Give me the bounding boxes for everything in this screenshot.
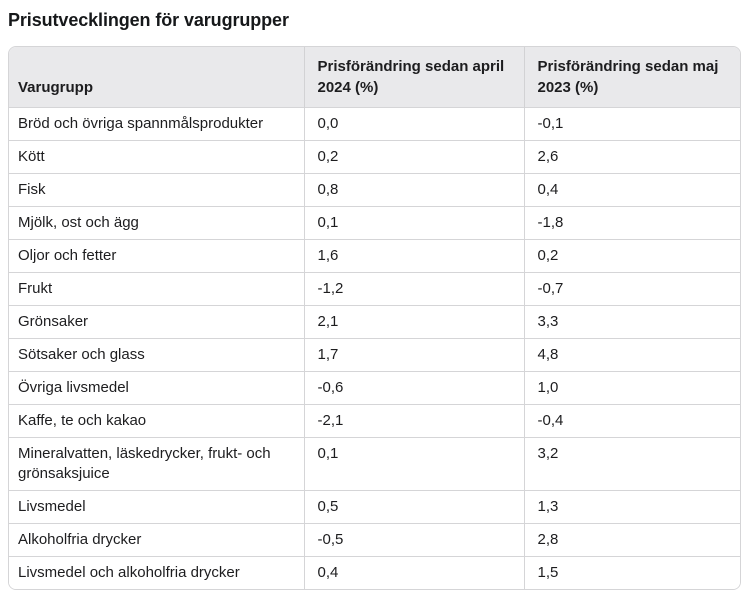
- cell-sedan-maj-2023: -0,4: [523, 404, 740, 438]
- cell-sedan-maj-2023: -0,1: [523, 107, 740, 141]
- cell-sedan-maj-2023: 0,4: [523, 173, 740, 207]
- cell-sedan-maj-2023: 2,6: [523, 140, 740, 174]
- cell-sedan-maj-2023: -1,8: [523, 206, 740, 240]
- cell-sedan-maj-2023: -0,7: [523, 272, 740, 306]
- cell-sedan-maj-2023: 1,5: [523, 556, 740, 589]
- cell-sedan-maj-2023: 3,2: [523, 437, 740, 491]
- cell-sedan-maj-2023: 0,2: [523, 239, 740, 273]
- table-body: Bröd och övriga spannmålsprodukter 0,0 -0,…: [9, 107, 740, 589]
- cell-sedan-april-2024: 0,8: [303, 173, 524, 207]
- table-row: Övriga livsmedel -0,6 1,0: [9, 371, 740, 405]
- cell-varugrupp: Livsmedel och alkoholfria drycker: [9, 556, 304, 589]
- cell-sedan-april-2024: -0,6: [303, 371, 524, 405]
- column-header-sedan-maj-2023: Prisförändring sedan maj 2023 (%): [523, 47, 740, 108]
- cell-sedan-maj-2023: 3,3: [523, 305, 740, 339]
- column-header-sedan-april-2024: Prisförändring sedan april 2024 (%): [303, 47, 524, 108]
- cell-sedan-april-2024: -1,2: [303, 272, 524, 306]
- cell-sedan-maj-2023: 2,8: [523, 523, 740, 557]
- cell-varugrupp: Fisk: [9, 173, 304, 207]
- table-row: Kött 0,2 2,6: [9, 140, 740, 174]
- cell-varugrupp: Mineralvatten, läskedrycker, frukt- och …: [9, 437, 304, 491]
- cell-varugrupp: Kaffe, te och kakao: [9, 404, 304, 438]
- cell-sedan-april-2024: 0,1: [303, 206, 524, 240]
- table-row: Bröd och övriga spannmålsprodukter 0,0 -0,…: [9, 107, 740, 141]
- cell-sedan-maj-2023: 1,0: [523, 371, 740, 405]
- cell-sedan-april-2024: 0,5: [303, 490, 524, 524]
- cell-sedan-april-2024: -0,5: [303, 523, 524, 557]
- cell-sedan-april-2024: 0,0: [303, 107, 524, 141]
- column-header-varugrupp: Varugrupp: [9, 47, 304, 108]
- cell-varugrupp: Oljor och fetter: [9, 239, 304, 273]
- cell-sedan-april-2024: 1,7: [303, 338, 524, 372]
- table-row: Grönsaker 2,1 3,3: [9, 305, 740, 339]
- cell-varugrupp: Grönsaker: [9, 305, 304, 339]
- table-row: Fisk 0,8 0,4: [9, 173, 740, 207]
- price-table: Varugrupp Prisförändring sedan april 202…: [9, 47, 740, 589]
- cell-sedan-april-2024: 0,4: [303, 556, 524, 589]
- cell-varugrupp: Frukt: [9, 272, 304, 306]
- cell-varugrupp: Övriga livsmedel: [9, 371, 304, 405]
- table-row: Livsmedel 0,5 1,3: [9, 490, 740, 524]
- cell-varugrupp: Mjölk, ost och ägg: [9, 206, 304, 240]
- table-row: Frukt -1,2 -0,7: [9, 272, 740, 306]
- price-table-container: Varugrupp Prisförändring sedan april 202…: [8, 46, 741, 590]
- cell-sedan-april-2024: 2,1: [303, 305, 524, 339]
- cell-sedan-april-2024: 0,1: [303, 437, 524, 491]
- cell-sedan-april-2024: -2,1: [303, 404, 524, 438]
- cell-varugrupp: Alkoholfria drycker: [9, 523, 304, 557]
- table-row: Mjölk, ost och ägg 0,1 -1,8: [9, 206, 740, 240]
- table-row: Sötsaker och glass 1,7 4,8: [9, 338, 740, 372]
- page-title: Prisutvecklingen för varugrupper: [8, 10, 289, 30]
- cell-sedan-april-2024: 1,6: [303, 239, 524, 273]
- table-header-row: Varugrupp Prisförändring sedan april 202…: [9, 47, 740, 108]
- cell-varugrupp: Kött: [9, 140, 304, 174]
- table-row: Oljor och fetter 1,6 0,2: [9, 239, 740, 273]
- table-row: Livsmedel och alkoholfria drycker 0,4 1,5: [9, 556, 740, 589]
- table-row: Kaffe, te och kakao -2,1 -0,4: [9, 404, 740, 438]
- cell-sedan-maj-2023: 1,3: [523, 490, 740, 524]
- cell-varugrupp: Sötsaker och glass: [9, 338, 304, 372]
- cell-sedan-maj-2023: 4,8: [523, 338, 740, 372]
- cell-sedan-april-2024: 0,2: [303, 140, 524, 174]
- cell-varugrupp: Bröd och övriga spannmålsprodukter: [9, 107, 304, 141]
- cell-varugrupp: Livsmedel: [9, 490, 304, 524]
- table-row: Mineralvatten, läskedrycker, frukt- och …: [9, 437, 740, 491]
- table-row: Alkoholfria drycker -0,5 2,8: [9, 523, 740, 557]
